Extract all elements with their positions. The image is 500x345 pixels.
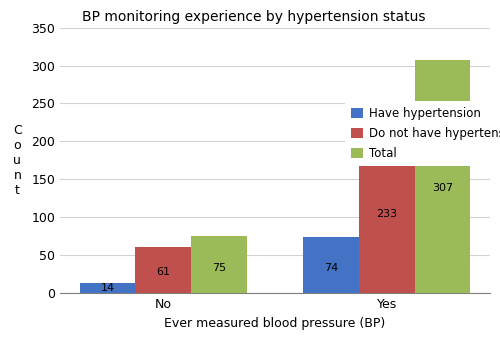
- Text: 307: 307: [432, 184, 453, 194]
- Bar: [414, 60, 470, 293]
- Bar: [136, 247, 191, 293]
- Bar: [80, 283, 136, 293]
- Legend: Have hypertension, Do not have hypertension, Total: Have hypertension, Do not have hypertens…: [346, 101, 500, 166]
- Bar: [359, 116, 414, 293]
- Bar: [191, 236, 247, 293]
- Text: 14: 14: [100, 284, 114, 294]
- Y-axis label: C
o
u
n
t: C o u n t: [13, 124, 22, 197]
- Text: BP monitoring experience by hypertension status: BP monitoring experience by hypertension…: [82, 10, 425, 24]
- Text: 233: 233: [376, 209, 398, 219]
- Text: 75: 75: [212, 263, 226, 273]
- X-axis label: Ever measured blood pressure (BP): Ever measured blood pressure (BP): [164, 317, 386, 330]
- Text: 74: 74: [324, 263, 338, 273]
- Bar: [303, 237, 359, 293]
- Text: 61: 61: [156, 267, 170, 277]
